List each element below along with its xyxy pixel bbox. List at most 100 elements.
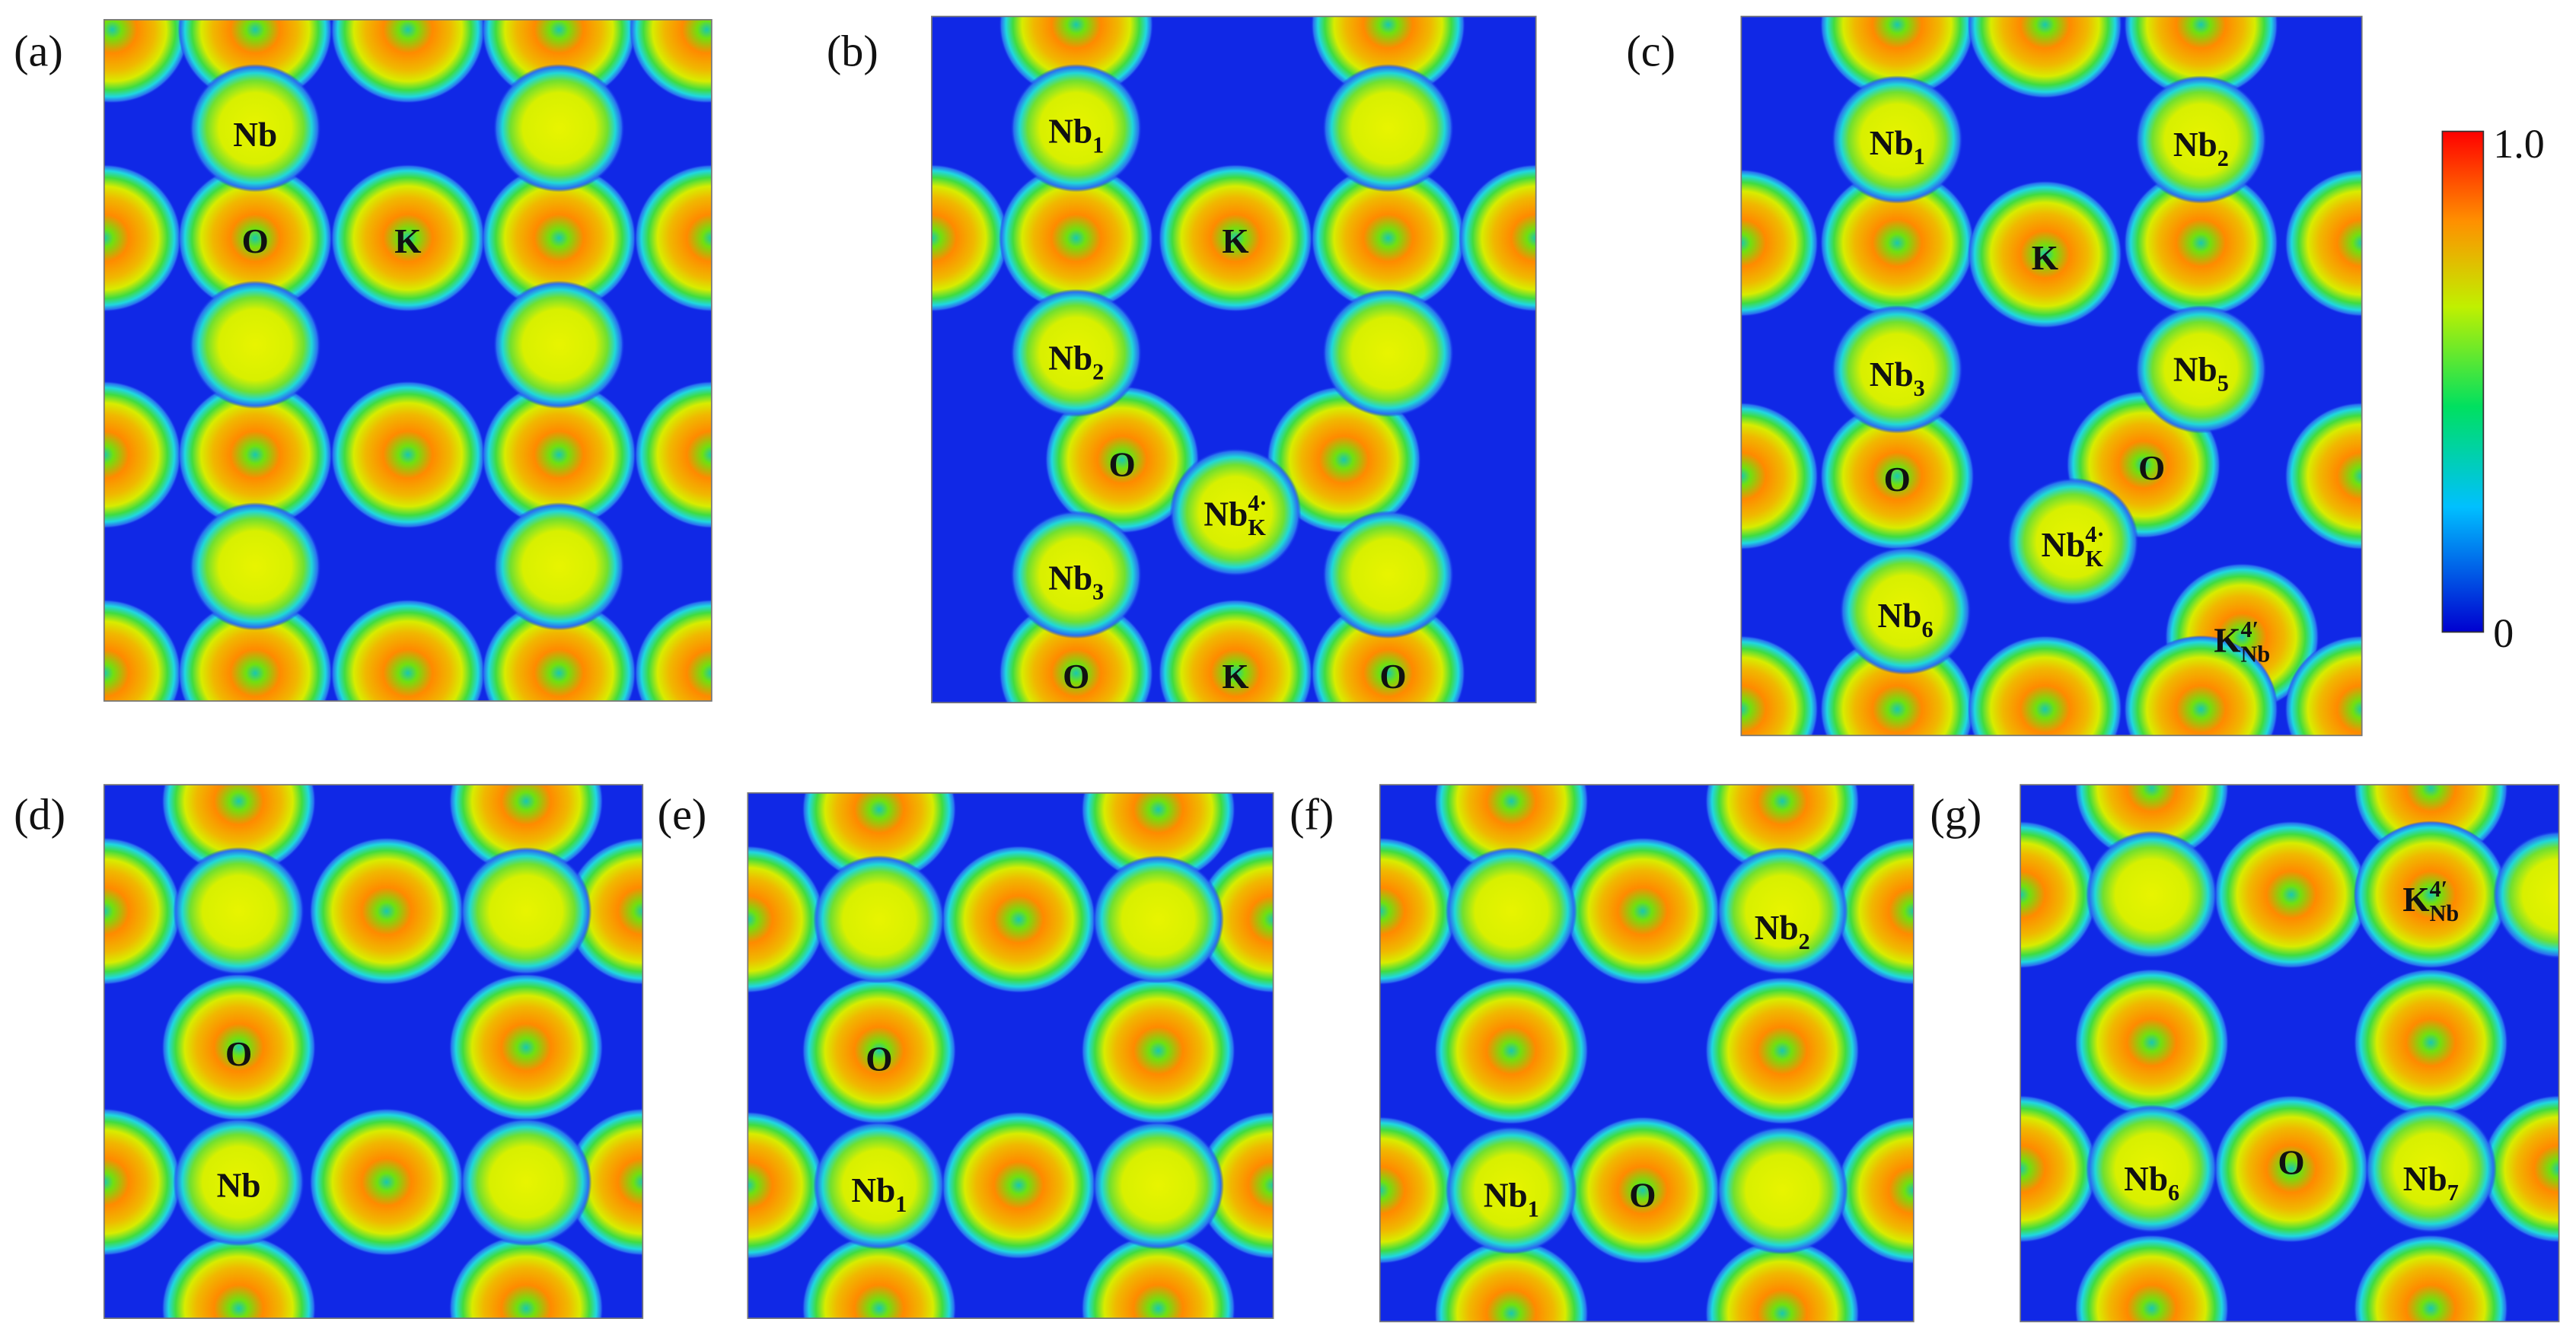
panel-frame	[2020, 784, 2560, 1323]
atom-subscript: 2	[2217, 145, 2229, 171]
ring-blob	[2353, 820, 2508, 969]
ring-blob	[1433, 976, 1589, 1125]
ring-blob	[1044, 385, 1200, 534]
sphere-blob	[2365, 1104, 2497, 1233]
atom-subscript: 6	[2168, 1180, 2179, 1206]
ring-blob	[1196, 845, 1274, 993]
atom-symbol: Nb	[233, 116, 277, 154]
ring-blob	[2074, 968, 2229, 1117]
ring-blob	[1819, 402, 1975, 550]
atom-subscript: 3	[1092, 578, 1104, 604]
atom-subscript: 1	[895, 1191, 907, 1217]
atom-label: NbK4·	[2042, 521, 2105, 572]
atom-label: KNb4′	[2402, 876, 2459, 926]
ring-blob	[1968, 16, 2122, 99]
atom-symbol: Nb	[1484, 1176, 1528, 1214]
atom-label: KNb4′	[2214, 616, 2270, 667]
sphere-blob	[493, 502, 625, 631]
sphere-blob	[189, 502, 321, 631]
map-panel	[104, 19, 712, 702]
ring-blob	[2074, 1234, 2229, 1322]
sphere-blob	[1446, 847, 1577, 976]
panel-label: (g)	[1930, 789, 1981, 839]
ring-blob	[1158, 164, 1313, 312]
sphere-blob	[1831, 305, 1963, 434]
atom-symbol: K	[2032, 239, 2058, 277]
ring-blob	[330, 381, 486, 529]
sphere-blob	[2086, 1104, 2217, 1233]
ring-blob	[941, 1111, 1096, 1260]
ring-blob	[1968, 180, 2122, 329]
atom-subscript: 2	[1092, 358, 1104, 384]
panel-label: (c)	[1626, 26, 1675, 75]
sphere-blob	[1010, 288, 1143, 417]
sphere-blob	[1716, 1126, 1848, 1254]
ring-blob	[448, 1234, 604, 1319]
map-panel	[104, 785, 643, 1319]
ring-blob	[1741, 635, 1819, 736]
sphere-blob	[1839, 546, 1972, 675]
ring-blob	[2020, 1094, 2098, 1243]
sphere-blob	[493, 64, 625, 193]
atom-label: Nb1	[851, 1171, 907, 1217]
atom-label: O	[242, 222, 269, 260]
sphere-blob	[173, 1117, 304, 1247]
atom-symbol: Nb	[217, 1166, 261, 1204]
atom-subscript: 1	[1092, 132, 1104, 158]
atom-label: O	[1379, 658, 1406, 696]
atom-subscript: 3	[1914, 375, 1925, 401]
ring-blob	[1741, 169, 1819, 317]
atom-label: O	[225, 1035, 252, 1073]
atom-symbol: Nb	[2173, 350, 2217, 388]
ring-blob	[330, 164, 486, 312]
atom-subscript: K	[1248, 514, 1266, 540]
ring-blob	[1836, 1116, 1914, 1264]
ring-blob	[1704, 976, 1860, 1125]
ring-blob	[565, 1108, 643, 1257]
ring-blob	[161, 785, 316, 875]
atom-label: Nb3	[1870, 355, 1925, 401]
atom-label: O	[1884, 460, 1911, 499]
atom-label: K	[2032, 239, 2058, 277]
ring-blob	[1081, 1234, 1235, 1319]
ring-blob	[309, 1108, 464, 1257]
atom-label: Nb	[233, 116, 277, 154]
atom-subscript: 1	[1914, 144, 1925, 170]
ring-blob	[802, 1234, 957, 1319]
atom-subscript: 2	[1799, 929, 1810, 954]
atom-subscript: 1	[1528, 1196, 1539, 1222]
panel-label: (e)	[658, 789, 707, 839]
panel-frame	[1740, 15, 2363, 737]
atom-symbol: Nb	[1870, 124, 1914, 162]
atom-symbol: O	[2278, 1143, 2304, 1181]
ring-blob	[1434, 1239, 1589, 1322]
atom-symbol: Nb	[1755, 909, 1799, 947]
sphere-blob	[493, 280, 625, 409]
ring-blob	[177, 164, 333, 312]
ring-blob	[634, 381, 712, 529]
atom-symbol: K	[1222, 222, 1248, 260]
sphere-blob	[1322, 510, 1454, 639]
map-panel	[1741, 16, 2362, 736]
ring-blob	[1819, 169, 1975, 317]
ring-blob	[630, 19, 712, 104]
ring-blob	[634, 599, 712, 702]
sphere-blob	[1446, 1126, 1577, 1254]
atom-symbol: O	[1063, 658, 1089, 696]
ring-blob	[177, 599, 333, 702]
sphere-blob	[1322, 288, 1454, 417]
atom-label: Nb6	[1878, 597, 1934, 642]
sphere-blob	[2086, 830, 2217, 959]
sphere-blob	[1092, 1121, 1224, 1250]
sphere-blob	[2007, 477, 2139, 606]
atom-label: O	[1063, 658, 1089, 696]
ring-blob	[2123, 169, 2278, 317]
ring-blob	[1266, 385, 1421, 534]
panel-label: (f)	[1290, 789, 1334, 839]
colorbar-max: 1.0	[2493, 121, 2544, 167]
ring-blob	[1081, 792, 1235, 884]
atom-symbol: Nb	[1048, 559, 1092, 597]
atom-symbol: O	[2138, 449, 2165, 487]
